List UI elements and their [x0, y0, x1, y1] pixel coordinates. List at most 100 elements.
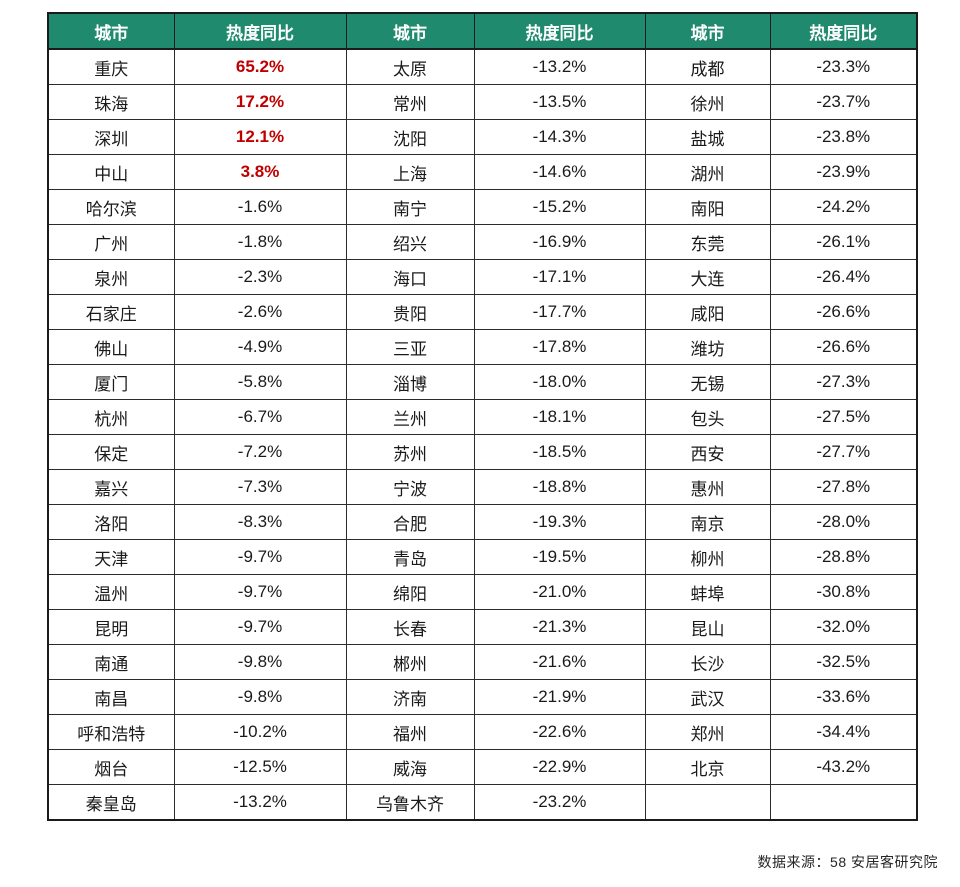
city-cell: 珠海 [47, 84, 175, 120]
city-cell: 郑州 [644, 714, 771, 750]
table-row: 烟台 -12.5% 威海 -22.9% 北京 -43.2% [47, 749, 918, 785]
table-row: 哈尔滨 -1.6% 南宁 -15.2% 南阳 -24.2% [47, 189, 918, 225]
value-cell: -23.7% [769, 84, 918, 120]
value-cell: -10.2% [173, 714, 347, 750]
city-cell: 厦门 [47, 364, 175, 400]
table-row: 广州 -1.8% 绍兴 -16.9% 东莞 -26.1% [47, 224, 918, 260]
city-cell: 包头 [644, 399, 771, 435]
value-cell: -23.8% [769, 119, 918, 155]
value-cell: -17.7% [473, 294, 646, 330]
city-cell: 中山 [47, 154, 175, 190]
city-cell: 三亚 [345, 329, 475, 365]
value-cell: -21.9% [473, 679, 646, 715]
value-cell: -13.5% [473, 84, 646, 120]
city-cell: 沈阳 [345, 119, 475, 155]
value-cell: -1.6% [173, 189, 347, 225]
value-cell: -24.2% [769, 189, 918, 225]
city-heat-yoy-table: 城市 热度同比 城市 热度同比 城市 热度同比 重庆 65.2% 太原 -13.2% 成都 -23.… [47, 12, 918, 821]
city-cell: 南通 [47, 644, 175, 680]
city-cell: 济南 [345, 679, 475, 715]
value-cell: -13.2% [173, 784, 347, 821]
value-cell: 65.2% [173, 48, 347, 85]
value-cell: -9.7% [173, 609, 347, 645]
value-cell: 17.2% [173, 84, 347, 120]
value-cell: -5.8% [173, 364, 347, 400]
value-cell: -26.6% [769, 294, 918, 330]
value-cell: -18.0% [473, 364, 646, 400]
header-value-cell: 热度同比 [173, 12, 347, 50]
table-row: 石家庄 -2.6% 贵阳 -17.7% 咸阳 -26.6% [47, 294, 918, 330]
value-cell: -15.2% [473, 189, 646, 225]
table-row: 天津 -9.7% 青岛 -19.5% 柳州 -28.8% [47, 539, 918, 575]
header-city-cell: 城市 [47, 12, 175, 50]
value-cell: -18.8% [473, 469, 646, 505]
city-cell: 南京 [644, 504, 771, 540]
header-city-cell: 城市 [644, 12, 771, 50]
value-cell: -14.6% [473, 154, 646, 190]
city-cell: 洛阳 [47, 504, 175, 540]
value-cell: -26.6% [769, 329, 918, 365]
value-cell: -12.5% [173, 749, 347, 785]
table-row: 南通 -9.8% 郴州 -21.6% 长沙 -32.5% [47, 644, 918, 680]
city-cell: 大连 [644, 259, 771, 295]
table-row: 杭州 -6.7% 兰州 -18.1% 包头 -27.5% [47, 399, 918, 435]
value-cell: -27.8% [769, 469, 918, 505]
table-row: 昆明 -9.7% 长春 -21.3% 昆山 -32.0% [47, 609, 918, 645]
value-cell: -17.1% [473, 259, 646, 295]
value-cell: 3.8% [173, 154, 347, 190]
value-cell: -26.1% [769, 224, 918, 260]
value-cell: -22.6% [473, 714, 646, 750]
city-cell: 绍兴 [345, 224, 475, 260]
city-cell: 常州 [345, 84, 475, 120]
value-cell: -26.4% [769, 259, 918, 295]
city-cell: 南阳 [644, 189, 771, 225]
value-cell: -23.3% [769, 48, 918, 85]
value-cell: -33.6% [769, 679, 918, 715]
value-cell: -2.3% [173, 259, 347, 295]
value-cell: -6.7% [173, 399, 347, 435]
value-cell [769, 784, 918, 821]
table-row: 秦皇岛 -13.2% 乌鲁木齐 -23.2% [47, 784, 918, 821]
value-cell: -21.6% [473, 644, 646, 680]
table-row: 中山 3.8% 上海 -14.6% 湖州 -23.9% [47, 154, 918, 190]
value-cell: -19.5% [473, 539, 646, 575]
table-row: 嘉兴 -7.3% 宁波 -18.8% 惠州 -27.8% [47, 469, 918, 505]
city-cell: 徐州 [644, 84, 771, 120]
city-cell: 无锡 [644, 364, 771, 400]
city-cell [644, 784, 771, 821]
value-cell: -8.3% [173, 504, 347, 540]
value-cell: -21.0% [473, 574, 646, 610]
value-cell: -16.9% [473, 224, 646, 260]
value-cell: -28.0% [769, 504, 918, 540]
value-cell: -9.8% [173, 644, 347, 680]
city-cell: 广州 [47, 224, 175, 260]
city-cell: 北京 [644, 749, 771, 785]
table-row: 佛山 -4.9% 三亚 -17.8% 潍坊 -26.6% [47, 329, 918, 365]
city-cell: 郴州 [345, 644, 475, 680]
city-cell: 烟台 [47, 749, 175, 785]
table-header-row: 城市 热度同比 城市 热度同比 城市 热度同比 [47, 12, 918, 50]
city-cell: 咸阳 [644, 294, 771, 330]
city-cell: 贵阳 [345, 294, 475, 330]
city-cell: 威海 [345, 749, 475, 785]
city-cell: 潍坊 [644, 329, 771, 365]
city-cell: 柳州 [644, 539, 771, 575]
value-cell: -7.3% [173, 469, 347, 505]
value-cell: -32.0% [769, 609, 918, 645]
value-cell: -9.8% [173, 679, 347, 715]
city-cell: 惠州 [644, 469, 771, 505]
city-cell: 西安 [644, 434, 771, 470]
value-cell: -22.9% [473, 749, 646, 785]
value-cell: -34.4% [769, 714, 918, 750]
city-cell: 成都 [644, 48, 771, 85]
data-source-note: 数据来源：58 安居客研究院 [757, 854, 938, 870]
value-cell: -27.3% [769, 364, 918, 400]
city-cell: 昆山 [644, 609, 771, 645]
value-cell: -18.5% [473, 434, 646, 470]
city-cell: 南宁 [345, 189, 475, 225]
city-cell: 湖州 [644, 154, 771, 190]
city-cell: 乌鲁木齐 [345, 784, 475, 821]
table-row: 呼和浩特 -10.2% 福州 -22.6% 郑州 -34.4% [47, 714, 918, 750]
value-cell: -43.2% [769, 749, 918, 785]
